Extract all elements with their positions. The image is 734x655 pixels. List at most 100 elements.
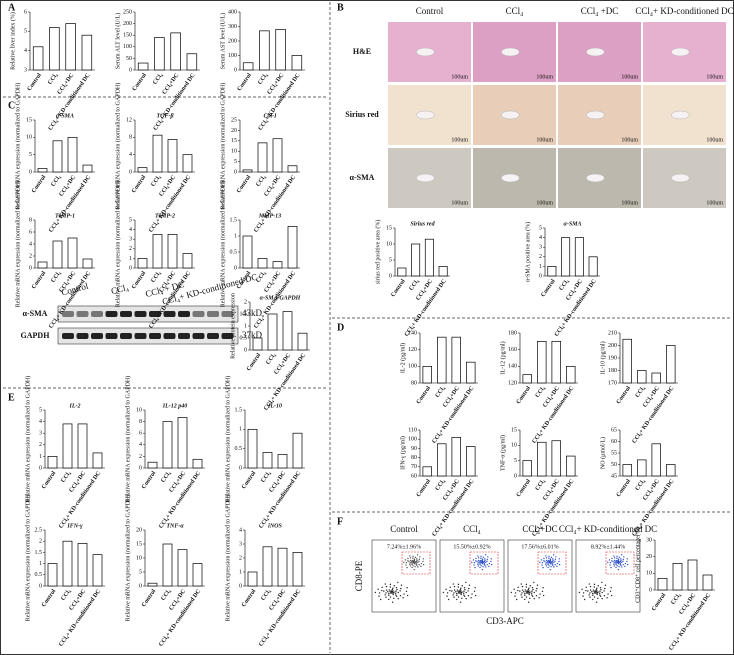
event (409, 565, 412, 567)
event (451, 590, 453, 592)
y-axis-label: NO (μmol/L) (599, 437, 606, 469)
band (163, 333, 176, 339)
event (479, 562, 481, 564)
event (461, 585, 463, 587)
event (594, 590, 596, 592)
event (460, 593, 462, 596)
event (611, 560, 613, 562)
event (527, 592, 529, 594)
event (464, 595, 466, 597)
x-tick-label: Control (31, 174, 48, 194)
event (473, 590, 476, 592)
event (599, 590, 601, 592)
event (581, 588, 583, 590)
chart-title: IL-12 p40 (162, 403, 188, 409)
y-tick-label: 110 (408, 427, 417, 433)
x-axis-label: CD3-APC (486, 616, 524, 626)
scale-label: 100um (451, 200, 468, 206)
bar (77, 543, 88, 587)
event (619, 562, 621, 564)
event (622, 564, 624, 566)
y-tick-label: 5 (129, 217, 132, 223)
y-tick-label: 0 (129, 67, 132, 73)
y-tick-label: 8 (139, 419, 142, 425)
bar (561, 237, 571, 277)
column-header: CCl₄ (506, 6, 524, 16)
x-tick-label: Control (41, 588, 58, 608)
event (615, 563, 617, 566)
event (452, 594, 454, 596)
y-tick-label: 5 (39, 407, 42, 413)
bar (137, 62, 149, 71)
event (621, 566, 623, 568)
event (546, 561, 549, 563)
event (415, 560, 418, 563)
y-tick-label: 120 (508, 380, 517, 386)
event (607, 561, 609, 564)
y-tick-label: 4 (24, 48, 27, 54)
event (395, 590, 397, 592)
y-tick-label: 250 (123, 9, 132, 15)
event (411, 563, 413, 566)
event (471, 561, 473, 564)
event (481, 561, 483, 563)
x-tick-label: CCl₄ (50, 270, 62, 284)
event (545, 565, 548, 567)
bar (52, 240, 63, 269)
event (591, 591, 593, 593)
y-tick-label: 4 (139, 442, 142, 448)
event (552, 564, 554, 566)
event (533, 591, 535, 594)
event (597, 597, 599, 600)
y-tick-label: 90 (411, 446, 417, 452)
event (409, 557, 412, 559)
event (616, 565, 618, 567)
event (473, 562, 476, 564)
event (388, 589, 391, 591)
column-header: CCl₄ +DC (581, 6, 618, 16)
y-tick-label: 4 (39, 419, 42, 425)
event (396, 595, 398, 597)
event (612, 560, 614, 563)
flow-plot (439, 539, 505, 613)
event (383, 590, 385, 592)
band (134, 333, 147, 339)
vessel (671, 47, 690, 57)
chart-title: TIMP-2 (155, 213, 175, 219)
event (422, 563, 425, 566)
x-tick-label: Control (651, 592, 668, 612)
event (378, 595, 380, 597)
vessel (416, 110, 435, 120)
event (393, 591, 395, 593)
event (480, 560, 482, 563)
bar (275, 29, 286, 71)
y-tick-label: 15 (511, 427, 517, 433)
y-tick-label: 10 (511, 443, 517, 449)
vessel (586, 110, 605, 120)
event (609, 564, 611, 566)
event (551, 562, 553, 564)
event (479, 559, 482, 562)
event (381, 589, 383, 592)
event (556, 562, 559, 565)
bar (566, 455, 576, 477)
event (583, 598, 586, 601)
y-tick-label: 0 (139, 465, 142, 471)
event (601, 597, 603, 600)
x-tick-label: Control (141, 588, 158, 608)
bar (272, 261, 283, 269)
bar (242, 62, 254, 71)
y-axis-label: Relative mRNA expression (normalized to … (14, 181, 21, 307)
event (525, 583, 528, 586)
y-axis-label: IL-2 (pg/ml) (399, 343, 406, 373)
bar (192, 458, 203, 469)
bar (37, 261, 48, 269)
bar (651, 443, 661, 477)
scale-label: 100um (706, 200, 723, 206)
y-tick-label: 1 (539, 264, 542, 270)
event (600, 588, 602, 591)
y-tick-label: 3 (24, 67, 27, 73)
band (105, 333, 118, 339)
event (384, 594, 386, 596)
event (488, 565, 490, 568)
